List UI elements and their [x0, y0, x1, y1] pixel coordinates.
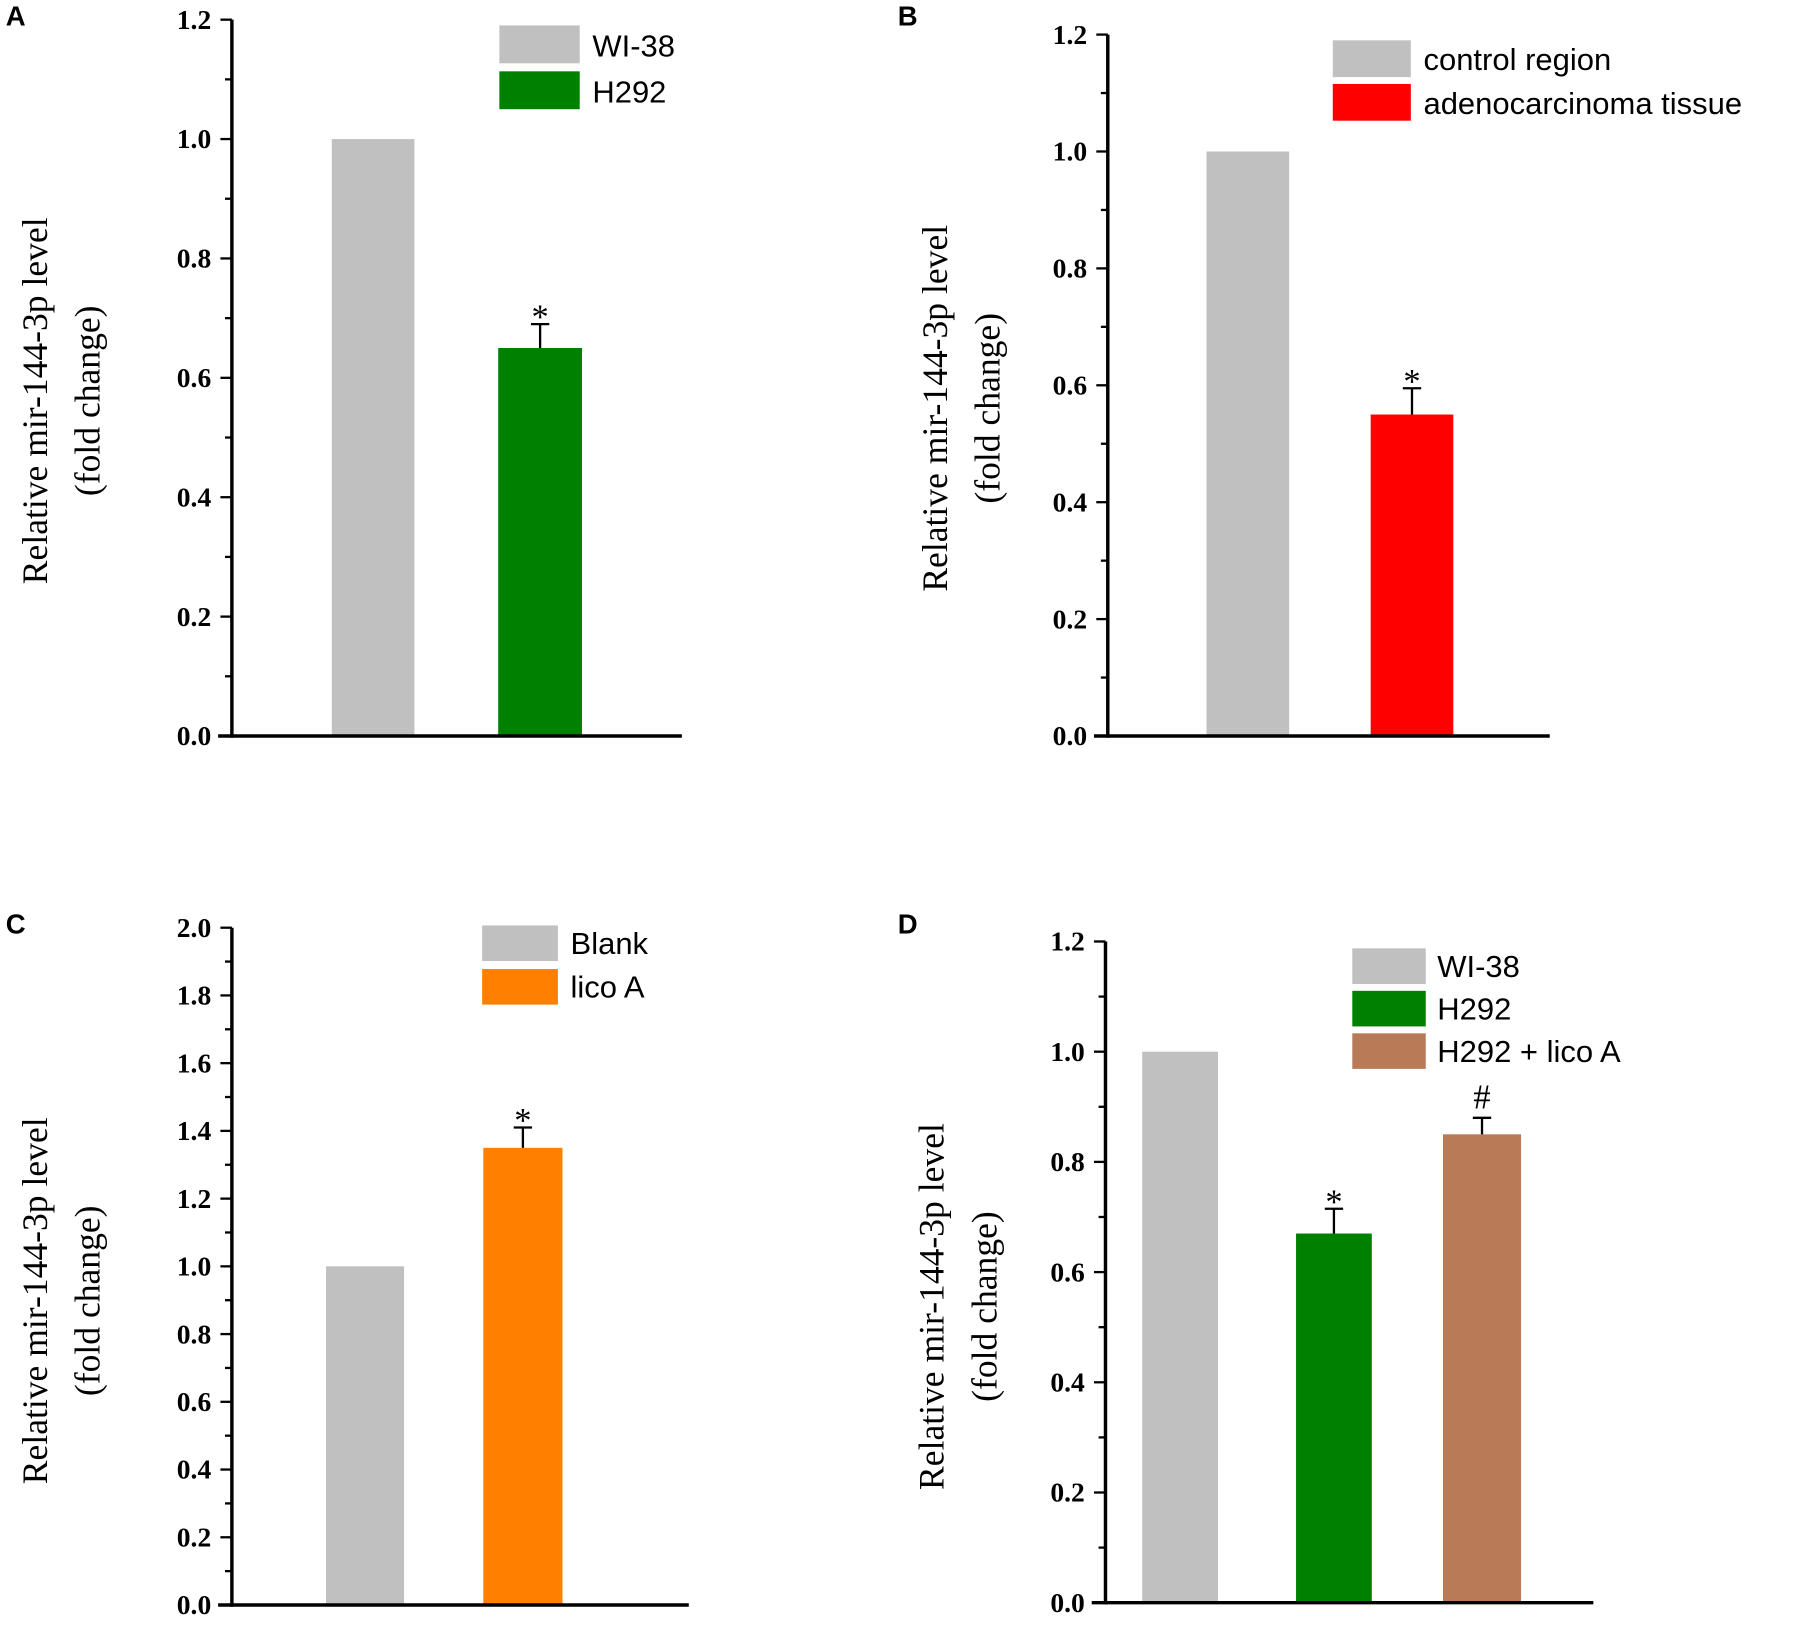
- y-axis-label: Relative mir-144-3p level: [15, 217, 55, 584]
- bar: [1442, 1134, 1522, 1603]
- panel-letter: A: [6, 0, 26, 31]
- y-tick-label: 1.2: [1050, 926, 1084, 957]
- legend-label: WI-38: [1437, 949, 1520, 984]
- significance-marker: *: [1403, 363, 1420, 401]
- y-tick-label: 0.8: [1050, 1146, 1084, 1177]
- bar: [1370, 414, 1454, 736]
- y-tick-label: 0.0: [1050, 1587, 1084, 1618]
- legend-label: Blank: [571, 926, 649, 961]
- panel-c: C Blank * lico A 0.0 0.2 0.4 0.6 0.8 1.0 1.2 1.4 1.6…: [6, 908, 689, 1620]
- y-tick-label: 0.0: [1053, 720, 1087, 751]
- y-tick-label: 0.2: [1053, 603, 1087, 634]
- y-tick-label: 1.0: [177, 123, 211, 154]
- y-axis-label: Relative mir-144-3p level: [915, 225, 955, 592]
- y-tick-label: 1.4: [177, 1115, 212, 1146]
- y-tick-label: 0.6: [1053, 369, 1087, 400]
- significance-marker: #: [1473, 1079, 1490, 1117]
- bar: [326, 1266, 405, 1605]
- legend-label: H292: [1437, 992, 1511, 1027]
- y-tick-label: 0.0: [177, 720, 211, 751]
- y-tick-label: 1.0: [1050, 1036, 1084, 1067]
- legend-swatch: [1352, 948, 1426, 984]
- panel-letter: C: [6, 908, 26, 939]
- legend-label: lico A: [571, 970, 645, 1005]
- legend-swatch: [482, 925, 558, 961]
- y-tick-label: 0.6: [177, 362, 211, 393]
- legend-label: WI-38: [592, 28, 675, 63]
- legend-swatch: [499, 25, 580, 64]
- significance-marker: *: [514, 1102, 531, 1140]
- y-tick-label: 1.2: [177, 1183, 211, 1214]
- y-tick-label: 0.0: [177, 1589, 211, 1620]
- y-tick-label: 0.6: [1050, 1256, 1084, 1287]
- y-tick-label: 1.2: [177, 4, 211, 35]
- y-axis-label: Relative mir-144-3p level: [911, 1123, 951, 1490]
- significance-marker: *: [532, 299, 549, 337]
- legend-label: adenocarcinoma tissue: [1423, 86, 1742, 121]
- bar: [483, 1147, 563, 1605]
- bar: [331, 139, 415, 736]
- panel-d: D WI-38 * H292 # H292 + lico A 0.0 0.2 0.4 0.6 0.8…: [898, 908, 1621, 1617]
- legend-swatch: [1352, 990, 1426, 1027]
- legend-swatch: [499, 71, 580, 110]
- bar: [498, 347, 583, 736]
- bar: [1206, 151, 1290, 736]
- significance-marker: *: [1325, 1183, 1342, 1221]
- y-axis-label: Relative mir-144-3p level: [15, 1117, 55, 1484]
- legend-swatch: [1332, 40, 1411, 78]
- y-tick-label: 0.2: [177, 1521, 211, 1552]
- y-axis-label: (fold change): [68, 1205, 108, 1396]
- legend-label: control region: [1423, 42, 1611, 77]
- y-tick-label: 0.4: [1050, 1366, 1085, 1397]
- panel-a: A WI-38 * H292 0.0 0.2 0.4 0.6 0.8 1.0 1.2 Relative…: [6, 0, 682, 751]
- y-tick-label: 1.0: [1053, 136, 1087, 167]
- y-tick-label: 1.8: [177, 980, 211, 1011]
- panel-letter: B: [898, 0, 918, 31]
- y-axis-label: (fold change): [68, 305, 108, 496]
- y-tick-label: 0.2: [1050, 1477, 1084, 1508]
- y-tick-label: 0.2: [177, 601, 211, 632]
- y-tick-label: 0.4: [177, 481, 212, 512]
- y-tick-label: 1.2: [1053, 19, 1087, 50]
- y-tick-label: 0.8: [177, 1318, 211, 1349]
- legend-swatch: [1352, 1033, 1426, 1069]
- y-tick-label: 2.0: [177, 912, 211, 943]
- y-tick-label: 0.8: [1053, 253, 1087, 284]
- y-tick-label: 0.4: [1053, 486, 1088, 517]
- bar: [1142, 1051, 1218, 1603]
- legend-label: H292: [592, 74, 666, 109]
- y-tick-label: 0.8: [177, 243, 211, 274]
- legend-swatch: [482, 969, 558, 1005]
- panel-letter: D: [898, 908, 918, 939]
- y-axis-label: (fold change): [964, 1211, 1004, 1402]
- legend-swatch: [1332, 83, 1411, 121]
- y-tick-label: 0.6: [177, 1386, 211, 1417]
- y-tick-label: 1.0: [177, 1251, 211, 1282]
- bar: [1296, 1233, 1372, 1603]
- y-axis-label: (fold change): [968, 313, 1008, 504]
- legend-label: H292 + lico A: [1437, 1034, 1621, 1069]
- y-tick-label: 1.6: [177, 1047, 211, 1078]
- y-tick-label: 0.4: [177, 1454, 212, 1485]
